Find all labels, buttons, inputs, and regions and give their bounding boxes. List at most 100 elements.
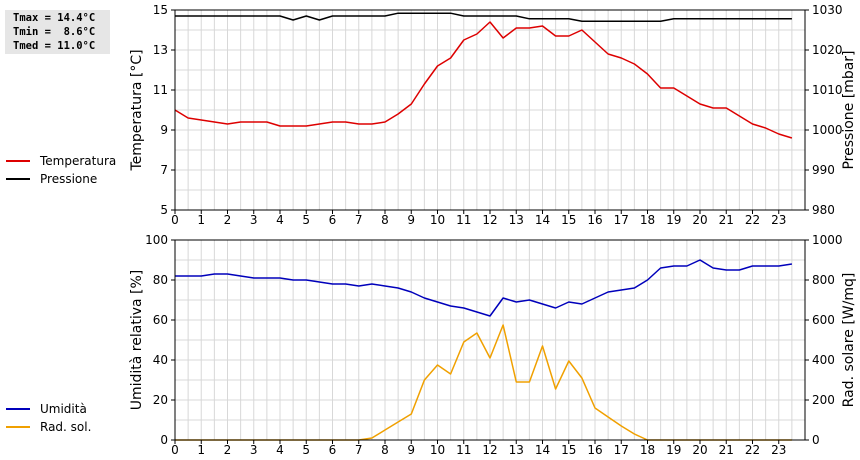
x-tick-label: 12 (482, 443, 497, 457)
series-line-bottom-0 (175, 259, 793, 317)
x-tick-label: 9 (407, 443, 415, 457)
legend-swatch-pressione (6, 178, 30, 180)
stat-tmed: Tmed = 11.0°C (13, 40, 96, 52)
x-tick-label: 13 (509, 443, 524, 457)
y-tick-label-left: 20 (153, 393, 168, 407)
y-tick-label-left: 40 (153, 353, 168, 367)
x-tick-label: 3 (250, 443, 258, 457)
legend-label-temperatura: Temperatura (40, 154, 117, 168)
y-tick-label-right: 1020 (812, 43, 843, 57)
legend-top: Temperatura Pressione (6, 152, 116, 188)
x-tick-label: 11 (456, 213, 471, 227)
y-tick-label-left: 9 (160, 123, 168, 137)
y-tick-label-left: 13 (153, 43, 168, 57)
legend-bottom: Umidità Rad. sol. (6, 402, 91, 436)
legend-swatch-umidita (6, 408, 30, 410)
stats-box: Tmax = 14.4°C Tmin = 8.6°C Tmed = 11.0°C (5, 10, 110, 54)
legend-item-temperatura: Temperatura (6, 152, 116, 170)
x-tick-label: 14 (535, 443, 550, 457)
y-tick-label-right: 200 (812, 393, 835, 407)
y-axis-label-left: Temperatura [°C] (129, 49, 145, 171)
x-tick-label: 17 (614, 213, 629, 227)
x-tick-label: 10 (430, 443, 445, 457)
chart-bottom: 0 1 2 3 4 5 6 7 8 9 10 11 12 13 14 15 16 17 18 19 20 21 22 2302… (129, 233, 857, 457)
y-tick-label-right: 1030 (812, 3, 843, 17)
legend-label-radsol: Rad. sol. (40, 420, 92, 434)
y-axis-label-right: Rad. solare [W/mq] (841, 273, 857, 408)
x-tick-label: 18 (640, 443, 655, 457)
x-tick-label: 23 (771, 443, 786, 457)
x-tick-label: 21 (719, 443, 734, 457)
y-tick-label-right: 1000 (812, 233, 843, 247)
x-tick-label: 17 (614, 443, 629, 457)
x-tick-label: 2 (224, 443, 232, 457)
x-tick-label: 0 (171, 213, 179, 227)
legend-item-pressione: Pressione (6, 170, 116, 188)
y-tick-label-right: 400 (812, 353, 835, 367)
y-tick-label-right: 1010 (812, 83, 843, 97)
y-tick-label-left: 5 (160, 203, 168, 217)
x-tick-label: 5 (302, 213, 310, 227)
x-tick-label: 12 (482, 213, 497, 227)
y-tick-label-right: 0 (812, 433, 820, 447)
legend-label-umidita: Umidità (40, 402, 87, 416)
x-tick-label: 3 (250, 213, 258, 227)
y-tick-label-left: 15 (153, 3, 168, 17)
x-tick-label: 20 (692, 213, 707, 227)
x-tick-label: 10 (430, 213, 445, 227)
legend-label-pressione: Pressione (40, 172, 98, 186)
y-axis-label-right: Pressione [mbar] (841, 50, 857, 169)
x-tick-label: 11 (456, 443, 471, 457)
x-tick-label: 21 (719, 213, 734, 227)
x-tick-label: 16 (587, 213, 602, 227)
y-tick-label-left: 7 (160, 163, 168, 177)
stat-tmax: Tmax = 14.4°C (13, 12, 96, 24)
x-tick-label: 1 (197, 213, 205, 227)
x-tick-label: 7 (355, 213, 363, 227)
x-tick-label: 9 (407, 213, 415, 227)
x-tick-label: 20 (692, 443, 707, 457)
series-line-bottom-1 (175, 324, 792, 441)
y-tick-label-left: 100 (145, 233, 168, 247)
stat-tmin: Tmin = 8.6°C (13, 26, 96, 38)
y-tick-label-left: 0 (160, 433, 168, 447)
x-tick-label: 6 (329, 443, 337, 457)
chart-top: 0 1 2 3 4 5 6 7 8 9 10 11 12 13 14 15 16 17 18 19 20 21 22 2357… (129, 3, 857, 227)
x-tick-label: 5 (302, 443, 310, 457)
legend-swatch-radsol (6, 426, 30, 428)
y-tick-label-left: 11 (153, 83, 168, 97)
x-tick-label: 13 (509, 213, 524, 227)
y-tick-label-left: 80 (153, 273, 168, 287)
x-tick-label: 22 (745, 213, 760, 227)
x-tick-label: 18 (640, 213, 655, 227)
legend-item-umidita: Umidità (6, 400, 91, 418)
y-tick-label-right: 1000 (812, 123, 843, 137)
y-tick-label-right: 800 (812, 273, 835, 287)
series-line-top-0 (174, 21, 793, 139)
x-tick-label: 4 (276, 213, 284, 227)
x-tick-label: 1 (197, 443, 205, 457)
x-tick-label: 0 (171, 443, 179, 457)
y-tick-label-left: 60 (153, 313, 168, 327)
y-tick-label-right: 980 (812, 203, 835, 217)
series-line-top-1 (175, 12, 792, 22)
x-tick-label: 19 (666, 213, 681, 227)
x-tick-label: 7 (355, 443, 363, 457)
x-tick-label: 15 (561, 443, 576, 457)
legend-item-radsol: Rad. sol. (6, 418, 91, 436)
x-tick-label: 8 (381, 213, 389, 227)
legend-swatch-temperatura (6, 160, 30, 162)
x-tick-label: 6 (329, 213, 337, 227)
x-tick-label: 2 (224, 213, 232, 227)
y-tick-label-right: 600 (812, 313, 835, 327)
x-tick-label: 4 (276, 443, 284, 457)
x-tick-label: 22 (745, 443, 760, 457)
x-tick-label: 8 (381, 443, 389, 457)
y-tick-label-right: 990 (812, 163, 835, 177)
x-tick-label: 23 (771, 213, 786, 227)
x-tick-label: 14 (535, 213, 550, 227)
x-tick-label: 16 (587, 443, 602, 457)
x-tick-label: 15 (561, 213, 576, 227)
x-tick-label: 19 (666, 443, 681, 457)
